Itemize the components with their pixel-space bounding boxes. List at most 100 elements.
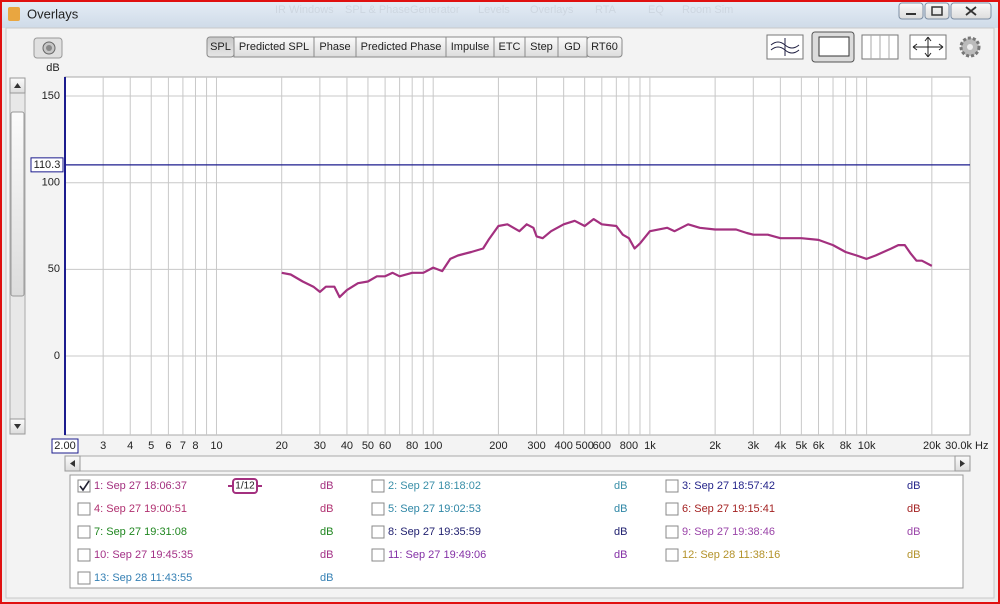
overlay-label: 5: Sep 27 19:02:53 bbox=[388, 503, 481, 515]
x-unit-label: Hz bbox=[975, 440, 988, 452]
overlay-checkbox[interactable] bbox=[665, 525, 679, 539]
x-tick-label: 400 bbox=[554, 440, 572, 452]
overlay-list bbox=[69, 474, 964, 589]
overlay-unit: dB bbox=[320, 572, 333, 584]
overlay-checkbox[interactable] bbox=[371, 479, 385, 493]
x-tick-label: 800 bbox=[620, 440, 638, 452]
vertical-scrollbar[interactable] bbox=[9, 77, 26, 435]
x-tick-label: 6 bbox=[165, 440, 171, 452]
x-tick-label: 7 bbox=[180, 440, 186, 452]
tab-label: Impulse bbox=[451, 41, 490, 53]
overlay-label: 7: Sep 27 19:31:08 bbox=[94, 526, 187, 538]
overlay-label: 3: Sep 27 18:57:42 bbox=[682, 480, 775, 492]
grid-glyph bbox=[870, 35, 890, 59]
overlay-unit: dB bbox=[614, 480, 627, 492]
overlay-unit: dB bbox=[614, 526, 627, 538]
overlay-label: 11: Sep 27 19:49:06 bbox=[388, 549, 486, 561]
x-tick-label: 500 bbox=[575, 440, 593, 452]
overlay-unit: dB bbox=[907, 503, 920, 515]
x-tick-label: 20 bbox=[276, 440, 288, 452]
x-limit-box bbox=[51, 438, 79, 454]
y-tick-label: 0 bbox=[54, 350, 60, 362]
overlay-checkbox[interactable] bbox=[665, 502, 679, 516]
checkmark bbox=[79, 480, 90, 492]
app-icon bbox=[8, 7, 20, 21]
background-menu-item: Overlays bbox=[530, 4, 574, 16]
y-tick-label: 100 bbox=[42, 177, 60, 189]
background-menu-item: RTA bbox=[595, 4, 617, 16]
overlay-checkbox[interactable] bbox=[371, 548, 385, 562]
background-menu-item: Levels bbox=[478, 4, 510, 16]
overlay-checkbox[interactable] bbox=[371, 502, 385, 516]
overlay-checkbox[interactable] bbox=[665, 479, 679, 493]
fit-y-glyph bbox=[770, 38, 800, 56]
overlay-unit: dB bbox=[614, 503, 627, 515]
smoothing-box[interactable] bbox=[232, 478, 258, 494]
minimize-button[interactable] bbox=[898, 2, 924, 20]
overlay-label: 8: Sep 27 19:35:59 bbox=[388, 526, 481, 538]
overlay-unit: dB bbox=[614, 549, 627, 561]
y-tick-label: 50 bbox=[48, 263, 60, 275]
overlay-unit: dB bbox=[320, 549, 333, 561]
x-tick-label: 40 bbox=[341, 440, 353, 452]
camera-button[interactable] bbox=[33, 37, 63, 59]
close-glyph bbox=[965, 6, 977, 16]
reference-label-box bbox=[30, 157, 64, 173]
overlay-unit: dB bbox=[320, 526, 333, 538]
x-tick-label: 30.0k bbox=[945, 440, 972, 452]
overlay-label: 2: Sep 27 18:18:02 bbox=[388, 480, 481, 492]
tab-label: Phase bbox=[319, 41, 350, 53]
overlay-checkbox[interactable] bbox=[77, 571, 91, 585]
restore-glyph bbox=[931, 6, 943, 16]
reference-label: 110.3 bbox=[34, 159, 61, 171]
x-tick-label: 3k bbox=[747, 440, 759, 452]
x-tick-label: 2.00 bbox=[54, 440, 75, 452]
view-buttons bbox=[766, 31, 981, 63]
x-tick-label: 3 bbox=[100, 440, 106, 452]
tab-label: Predicted SPL bbox=[239, 41, 309, 53]
overlay-unit: dB bbox=[320, 480, 333, 492]
overlay-label: 4: Sep 27 19:00:51 bbox=[94, 503, 187, 515]
horizontal-scrollbar[interactable] bbox=[64, 455, 971, 472]
window-layout-glyph bbox=[818, 36, 850, 57]
legend: 1: Sep 27 18:06:37 dB 1/12 2: Sep 27 18:18:… bbox=[77, 478, 920, 585]
smoothing-label: 1/12 bbox=[235, 481, 255, 492]
x-tick-label: 100 bbox=[424, 440, 442, 452]
restore-button[interactable] bbox=[924, 2, 950, 20]
x-tick-label: 8k bbox=[840, 440, 852, 452]
tab-label: Step bbox=[530, 41, 553, 53]
background-menu-item: Room Sim bbox=[682, 4, 733, 16]
overlay-checkbox[interactable] bbox=[77, 502, 91, 516]
x-tick-label: 5 bbox=[148, 440, 154, 452]
zoom-fit-glyph bbox=[912, 36, 944, 58]
x-tick-label: 30 bbox=[314, 440, 326, 452]
overlay-checkbox[interactable] bbox=[77, 548, 91, 562]
x-tick-label: 200 bbox=[489, 440, 507, 452]
overlay-label: 6: Sep 27 19:15:41 bbox=[682, 503, 775, 515]
x-tick-label: 6k bbox=[813, 440, 825, 452]
tab[interactable] bbox=[586, 36, 623, 58]
tab-bar: SPL Predicted SPL Phase Predicted Phase Impu… bbox=[206, 36, 623, 58]
x-tick-label: 80 bbox=[406, 440, 418, 452]
x-tick-label: 2k bbox=[709, 440, 721, 452]
x-tick-label: 4k bbox=[775, 440, 787, 452]
x-tick-label: 1k bbox=[644, 440, 656, 452]
overlay-label: 12: Sep 28 11:38:16 bbox=[682, 549, 780, 561]
x-tick-label: 600 bbox=[593, 440, 611, 452]
overlay-checkbox[interactable] bbox=[77, 525, 91, 539]
title-bar bbox=[2, 2, 998, 28]
tab-label: Predicted Phase bbox=[361, 41, 442, 53]
window-controls[interactable] bbox=[898, 2, 992, 20]
overlay-label: 13: Sep 28 11:43:55 bbox=[94, 572, 192, 584]
tab-label: ETC bbox=[499, 41, 521, 53]
tab-label: SPL bbox=[210, 41, 231, 53]
background-menu-item: IR Windows bbox=[275, 4, 334, 16]
overlay-checkbox[interactable] bbox=[371, 525, 385, 539]
background-menu-item: SPL & Phase bbox=[345, 4, 410, 16]
x-tick-label: 10 bbox=[210, 440, 222, 452]
overlay-label: 10: Sep 27 19:45:35 bbox=[94, 549, 193, 561]
overlay-label: 1: Sep 27 18:06:37 bbox=[94, 480, 187, 492]
overlay-checkbox[interactable] bbox=[665, 548, 679, 562]
